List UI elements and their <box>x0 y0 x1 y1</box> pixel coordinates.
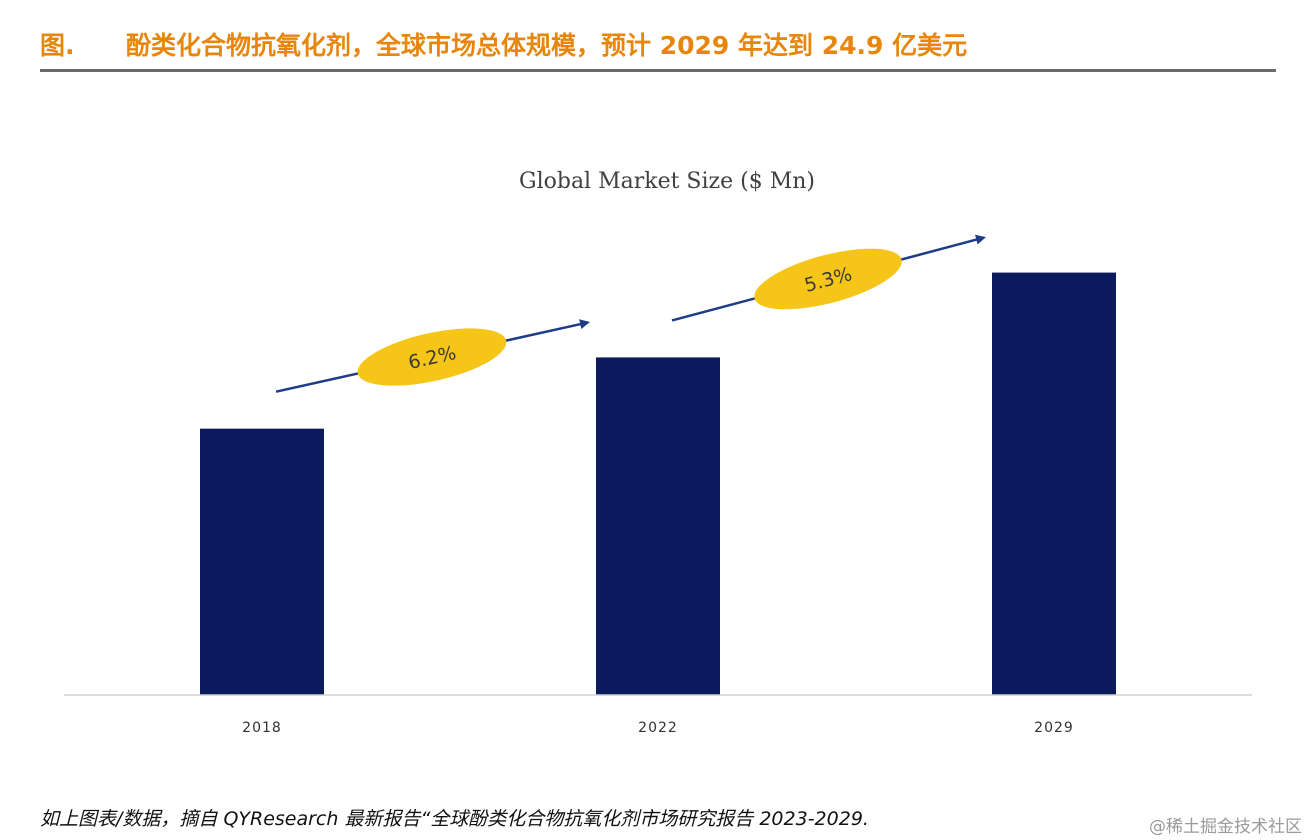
figure-label: 图. <box>40 31 75 60</box>
figure-header: 图. 酚类化合物抗氧化剂，全球市场总体规模，预计 2029 年达到 24.9 亿… <box>40 22 1276 70</box>
cagr-annotations: 6.2% 5.3% <box>275 234 986 393</box>
x-tick-label: 2018 <box>242 720 282 736</box>
market-size-chart: Global Market Size ($ Mn) 6.2%5.3% 2018 2… <box>64 169 1252 736</box>
cagr-badge: 6.2% <box>357 328 507 386</box>
cagr-ellipse <box>754 248 902 310</box>
bar-2029 <box>992 272 1116 695</box>
chart-title: Global Market Size ($ Mn) <box>519 169 815 194</box>
figure-title: 酚类化合物抗氧化剂，全球市场总体规模，预计 2029 年达到 24.9 亿美元 <box>126 31 968 60</box>
cagr-ellipse <box>357 328 507 386</box>
bars-group <box>200 272 1116 695</box>
cagr-badge: 5.3% <box>754 248 902 310</box>
header-divider <box>40 69 1276 72</box>
watermark: @稀土掘金技术社区 <box>1149 817 1302 837</box>
source-note: 如上图表/数据，摘自 QYResearch 最新报告“全球酚类化合物抗氧化剂市场… <box>40 808 869 830</box>
x-tick-labels: 2018 2022 2029 <box>242 720 1074 736</box>
x-tick-label: 2029 <box>1034 720 1074 736</box>
bar-2022 <box>596 357 720 695</box>
x-tick-label: 2022 <box>638 720 678 736</box>
bar-2018 <box>200 428 324 695</box>
